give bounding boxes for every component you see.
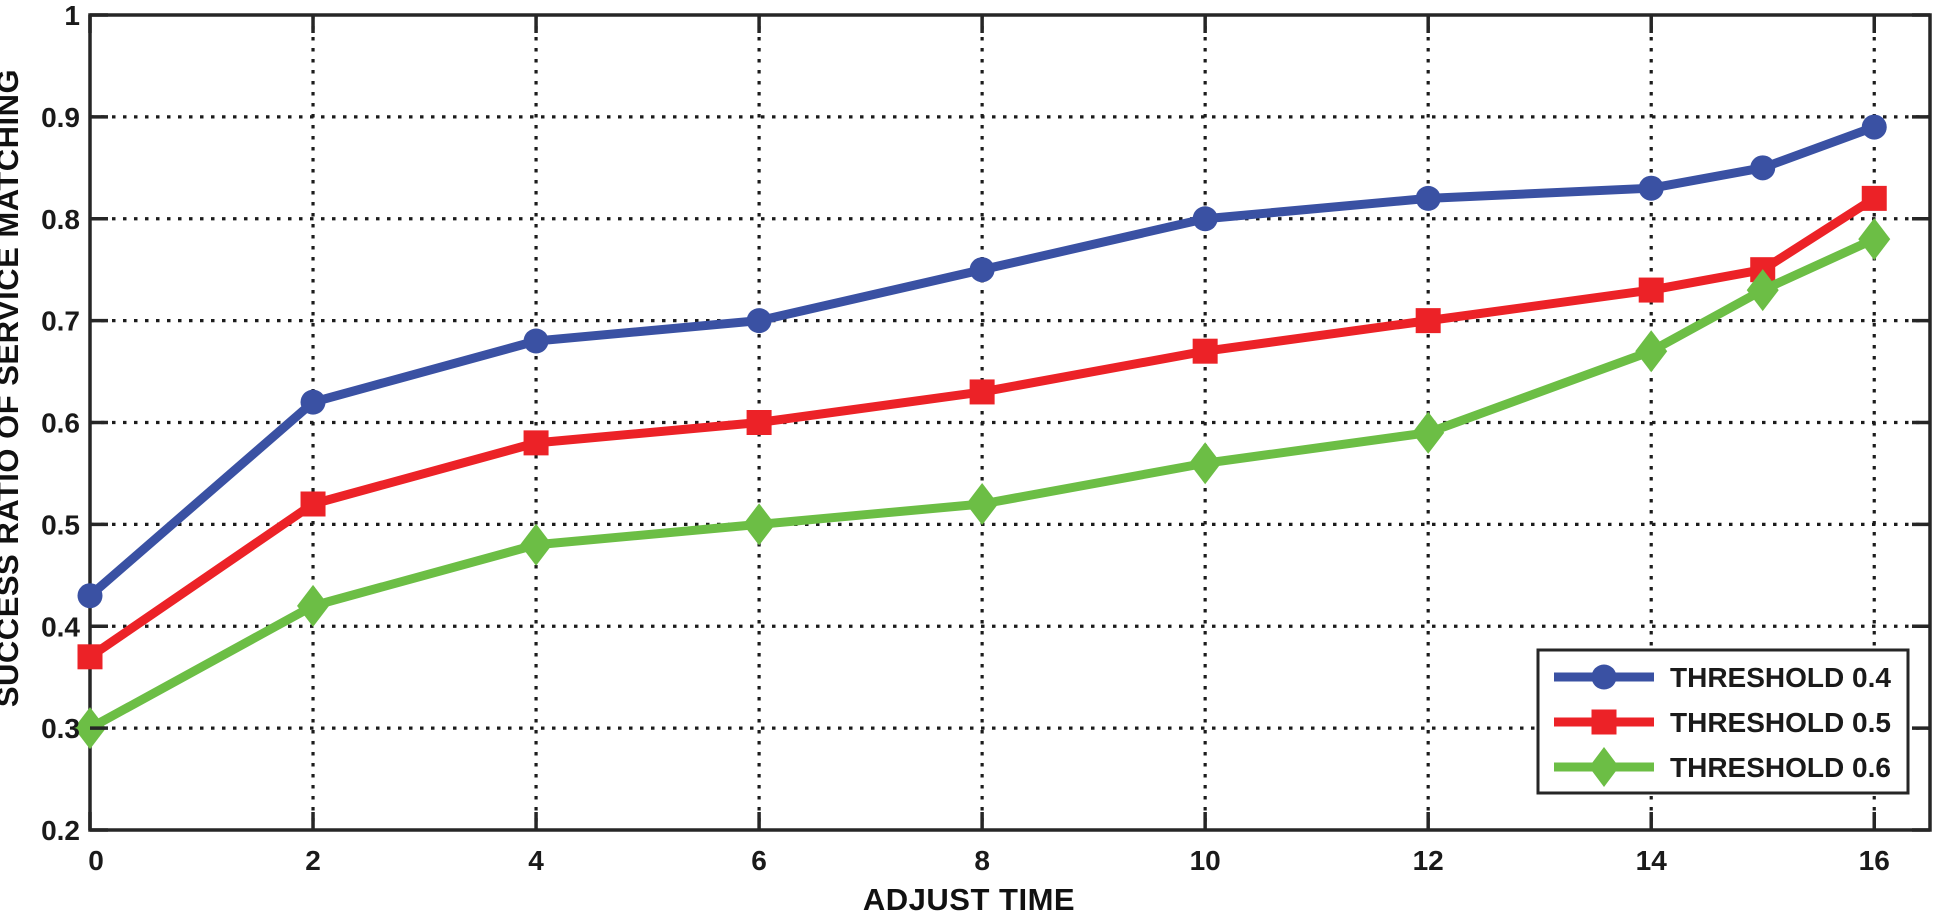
data-point-threshold-0.5 bbox=[969, 379, 995, 405]
data-point-threshold-0.4 bbox=[77, 583, 103, 609]
y-tick-label: 1 bbox=[64, 0, 80, 31]
data-point-threshold-0.4 bbox=[1638, 175, 1664, 201]
data-point-threshold-0.4 bbox=[523, 328, 549, 354]
data-point-threshold-0.4 bbox=[969, 257, 995, 283]
data-point-threshold-0.6 bbox=[1189, 442, 1222, 485]
x-tick-label: 4 bbox=[528, 845, 544, 876]
data-point-threshold-0.5 bbox=[1192, 338, 1218, 364]
x-tick-label: 12 bbox=[1413, 845, 1444, 876]
legend-marker-square bbox=[1591, 709, 1617, 735]
data-point-threshold-0.6 bbox=[520, 523, 553, 566]
x-tick-label: 0 bbox=[88, 845, 104, 876]
series-line-threshold-0.5 bbox=[85, 193, 1879, 662]
data-point-threshold-0.4 bbox=[1415, 185, 1441, 211]
data-point-threshold-0.4 bbox=[1750, 155, 1776, 181]
y-axis-title-text: SUCCESS RATIO OF SERVICE MATCHING bbox=[0, 68, 25, 708]
data-point-threshold-0.4 bbox=[746, 308, 772, 334]
legend-marker-diamond bbox=[1589, 747, 1619, 787]
y-tick-label: 0.7 bbox=[41, 306, 80, 337]
data-point-threshold-0.5 bbox=[1861, 185, 1887, 211]
x-tick-label: 8 bbox=[974, 845, 990, 876]
data-point-threshold-0.5 bbox=[77, 644, 103, 670]
y-tick-label: 0.3 bbox=[41, 713, 80, 744]
data-point-threshold-0.5 bbox=[1638, 277, 1664, 303]
data-point-threshold-0.4 bbox=[1192, 206, 1218, 232]
legend-item-label: THRESHOLD 0.6 bbox=[1670, 752, 1891, 783]
x-tick-label: 2 bbox=[305, 845, 321, 876]
legend-item-label: THRESHOLD 0.4 bbox=[1670, 662, 1891, 693]
x-tick-label: 10 bbox=[1190, 845, 1221, 876]
legend-item-label: THRESHOLD 0.5 bbox=[1670, 707, 1891, 738]
data-point-threshold-0.5 bbox=[1415, 308, 1441, 334]
y-tick-label: 0.2 bbox=[41, 815, 80, 846]
data-point-threshold-0.5 bbox=[746, 410, 772, 435]
y-tick-label: 0.6 bbox=[41, 408, 80, 439]
series-line-threshold-0.4 bbox=[85, 122, 1879, 601]
y-tick-label: 0.9 bbox=[41, 102, 80, 133]
y-tick-label: 0.4 bbox=[41, 611, 80, 642]
x-tick-label: 16 bbox=[1859, 845, 1890, 876]
data-point-threshold-0.6 bbox=[1635, 330, 1668, 373]
y-tick-label: 0.5 bbox=[41, 509, 80, 540]
data-point-threshold-0.6 bbox=[743, 503, 776, 546]
x-tick-label: 14 bbox=[1636, 845, 1668, 876]
data-point-threshold-0.6 bbox=[1746, 269, 1779, 312]
data-point-threshold-0.5 bbox=[523, 430, 549, 456]
data-point-threshold-0.4 bbox=[300, 389, 326, 415]
data-point-threshold-0.4 bbox=[1861, 114, 1887, 140]
legend-marker-circle bbox=[1591, 664, 1617, 690]
x-tick-label: 6 bbox=[751, 845, 767, 876]
data-point-threshold-0.6 bbox=[1858, 218, 1891, 261]
x-axis-title: ADJUST TIME bbox=[862, 882, 1076, 917]
data-point-threshold-0.5 bbox=[300, 491, 326, 517]
data-point-threshold-0.6 bbox=[1412, 411, 1445, 454]
series-line-threshold-0.6 bbox=[85, 234, 1879, 733]
data-point-threshold-0.6 bbox=[966, 483, 999, 525]
data-point-threshold-0.6 bbox=[297, 584, 330, 627]
y-tick-label: 0.8 bbox=[41, 204, 80, 235]
